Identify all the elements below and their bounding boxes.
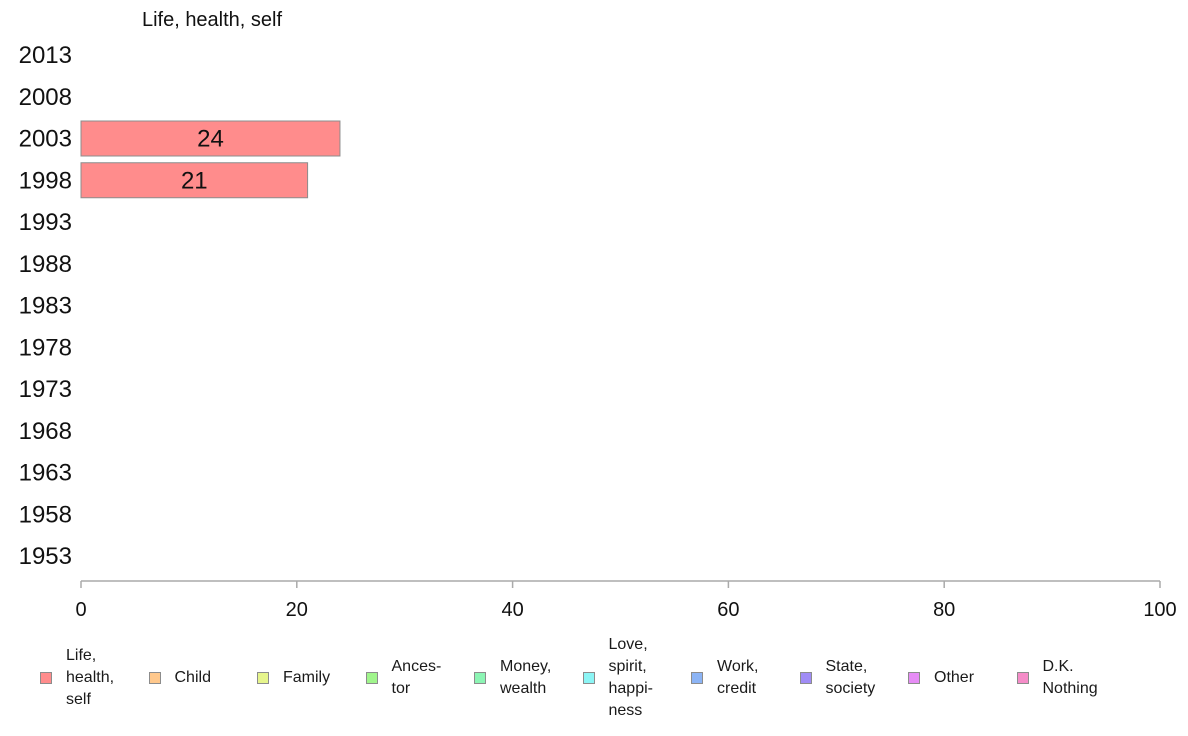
y-tick-label: 2008 [19,84,72,111]
bar-chart: Life, health, self 2013 2008 2003 1998 1993 1… [19,9,1177,620]
y-tick-label: 1983 [19,293,72,320]
x-tick-label: 0 [75,599,86,620]
y-tick-label: 1968 [19,418,72,445]
legend-label: Child [174,669,211,686]
y-axis-labels: 2013 2008 2003 1998 1993 1988 1983 1978 1973 1968… [19,42,72,570]
legend-swatch-icon [148,672,161,684]
legend-label: Family [283,669,331,686]
bars: 24 21 [80,120,341,199]
legend-item: Child [148,628,211,728]
legend-item: Money, wealth [474,628,551,728]
legend-label: Ances- tor [391,658,442,697]
legend-swatch-icon [799,672,812,684]
legend-item: Life, health, self [40,628,114,728]
y-tick-label: 1993 [19,209,72,236]
legend-swatch-icon [257,672,269,684]
y-tick-label: 1963 [19,460,72,487]
bar [80,162,309,199]
y-tick-label: 1958 [19,501,72,528]
legend-item: Ances- tor [365,628,442,728]
legend-label: State, society [825,658,876,697]
legend-swatch-icon [582,672,595,684]
legend-swatch-icon [40,672,52,684]
x-tick-label: 20 [286,599,308,620]
legend-label: D.K. Nothing [1042,658,1098,697]
legend-label: Money, wealth [500,658,552,697]
legend-item: Family [257,628,330,728]
legend: Life, health, self Child Family Ances- tor M… [0,628,1188,728]
legend-label: Other [934,669,975,686]
chart-title: Life, health, self [142,9,283,31]
legend-swatch-icon [691,672,703,684]
y-tick-label: 1988 [19,251,72,278]
legend-item: State, society [799,628,876,728]
legend-swatch-icon [908,672,920,684]
y-tick-label: 2013 [19,42,72,69]
y-tick-label: 2003 [19,126,72,153]
legend-item: Love, spirit, happi- ness [582,628,653,728]
legend-item: D.K. Nothing [1016,628,1098,728]
y-tick-label: 1973 [19,376,72,403]
y-tick-label: 1978 [19,334,72,361]
legend-item: Other [908,628,974,728]
y-tick-label: 1998 [19,167,72,194]
x-tick-label: 100 [1143,599,1176,620]
legend-swatch-icon [1016,672,1029,684]
x-tick-label: 40 [501,599,523,620]
x-tick-label: 60 [717,599,739,620]
y-tick-label: 1953 [19,543,72,570]
bar [80,120,341,157]
bar-value-label: 24 [197,126,224,153]
x-axis: 0 20 40 60 80 100 [75,580,1177,620]
legend-label: Love, spirit, happi- ness [608,636,653,719]
x-tick-label: 80 [933,599,955,620]
bar-value-label: 21 [181,167,208,194]
legend-swatch-icon [365,672,378,684]
legend-item: Work, credit [691,628,758,728]
legend-swatch-icon [474,672,486,684]
legend-label: Work, credit [717,658,759,697]
legend-label: Life, health, self [66,647,115,708]
